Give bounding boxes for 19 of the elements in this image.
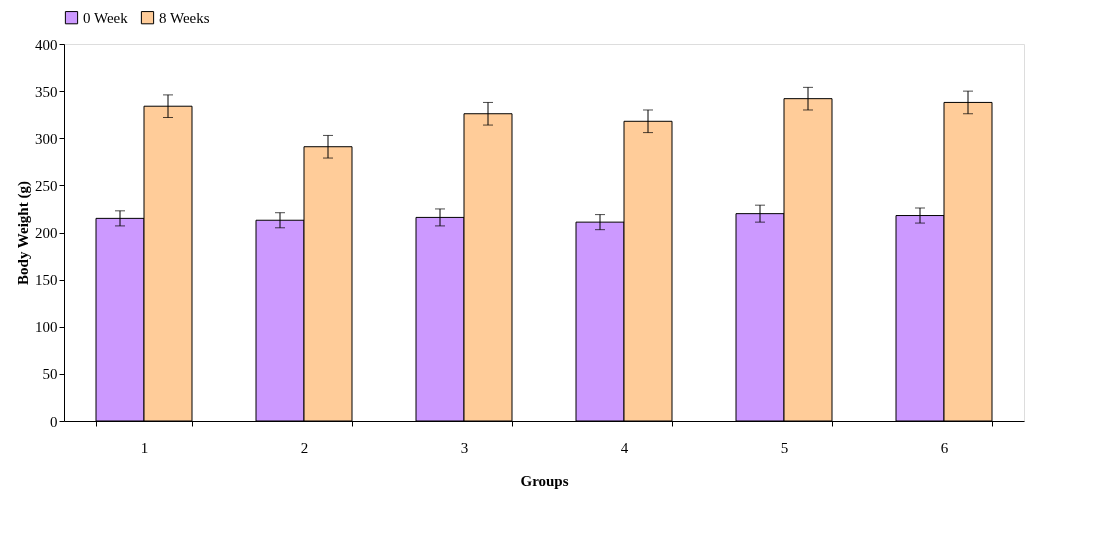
legend-label: 0 Week	[83, 9, 129, 26]
x-axis-title: Groups	[520, 472, 569, 489]
x-tick-label: 4	[620, 439, 629, 456]
legend-label: 8 Weeks	[159, 9, 210, 26]
y-tick-label: 350	[35, 83, 58, 100]
x-tick-label: 2	[300, 439, 309, 456]
y-axis-title: Body Weight (g)	[15, 181, 32, 285]
y-tick-label: 250	[35, 177, 58, 194]
y-tick-label: 50	[42, 366, 58, 383]
y-tick-label: 300	[35, 130, 58, 147]
x-tick-label: 3	[460, 439, 469, 456]
x-tick-label: 1	[140, 439, 149, 456]
y-tick-label: 100	[35, 319, 58, 336]
x-tick-label: 5	[780, 439, 789, 456]
y-tick-label: 0	[50, 413, 58, 430]
y-tick-label: 200	[35, 225, 58, 241]
y-tick-label: 150	[35, 272, 58, 289]
x-tick-label: 6	[940, 439, 949, 456]
y-tick-label: 400	[35, 36, 58, 53]
